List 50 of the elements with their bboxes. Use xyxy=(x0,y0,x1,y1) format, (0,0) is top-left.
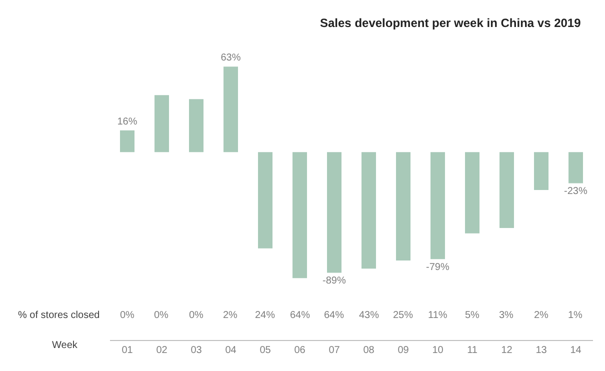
text: 24% xyxy=(255,310,276,321)
text: 64% xyxy=(324,310,344,321)
x-tick-label: 09 xyxy=(398,344,410,356)
data-label: -23% xyxy=(564,186,588,198)
x-axis-title: Week xyxy=(52,340,78,351)
text: 25% xyxy=(393,310,414,321)
bar xyxy=(534,152,548,190)
text: 1% xyxy=(568,310,583,321)
x-tick-label: 13 xyxy=(536,344,548,356)
x-tick-label: 04 xyxy=(225,344,237,356)
x-tick-label: 14 xyxy=(570,344,582,356)
text: 5% xyxy=(465,310,480,321)
data-label: 63% xyxy=(220,52,241,64)
data-label: -89% xyxy=(322,276,346,287)
text: 64% xyxy=(290,310,310,321)
text: 3% xyxy=(499,310,514,321)
bar xyxy=(568,152,583,184)
x-tick-label: 01 xyxy=(122,344,134,356)
bar xyxy=(430,152,445,260)
x-tick-label: 10 xyxy=(432,344,444,356)
bar xyxy=(327,152,342,273)
bar xyxy=(258,152,272,248)
bar xyxy=(396,152,410,261)
x-tick-label: 02 xyxy=(156,344,168,356)
chart-title: Sales development per week in China vs 2019 xyxy=(320,16,582,30)
x-tick-label: 05 xyxy=(260,344,272,356)
text: % of stores closed xyxy=(18,310,100,321)
x-tick-label: 11 xyxy=(467,344,478,356)
text: 2% xyxy=(223,310,238,321)
x-tick-label: 07 xyxy=(328,344,340,356)
text: 0% xyxy=(154,310,169,321)
text: 0% xyxy=(189,310,204,321)
x-tick-label: 08 xyxy=(363,344,375,356)
bar xyxy=(362,152,376,269)
text: 43% xyxy=(359,310,380,321)
data-label: 16% xyxy=(117,116,138,128)
text: 0% xyxy=(120,310,135,321)
bar xyxy=(465,152,480,234)
bar xyxy=(120,130,134,152)
data-label: -79% xyxy=(426,262,450,274)
bar xyxy=(154,95,169,152)
text: 11% xyxy=(428,310,448,321)
bar xyxy=(500,152,514,228)
x-tick-label: 03 xyxy=(190,344,202,356)
bar xyxy=(189,99,204,152)
x-tick-label: 06 xyxy=(294,344,306,356)
x-tick-label: 12 xyxy=(501,344,513,356)
bar xyxy=(292,152,307,278)
text: 2% xyxy=(534,310,549,321)
bar xyxy=(224,66,238,152)
